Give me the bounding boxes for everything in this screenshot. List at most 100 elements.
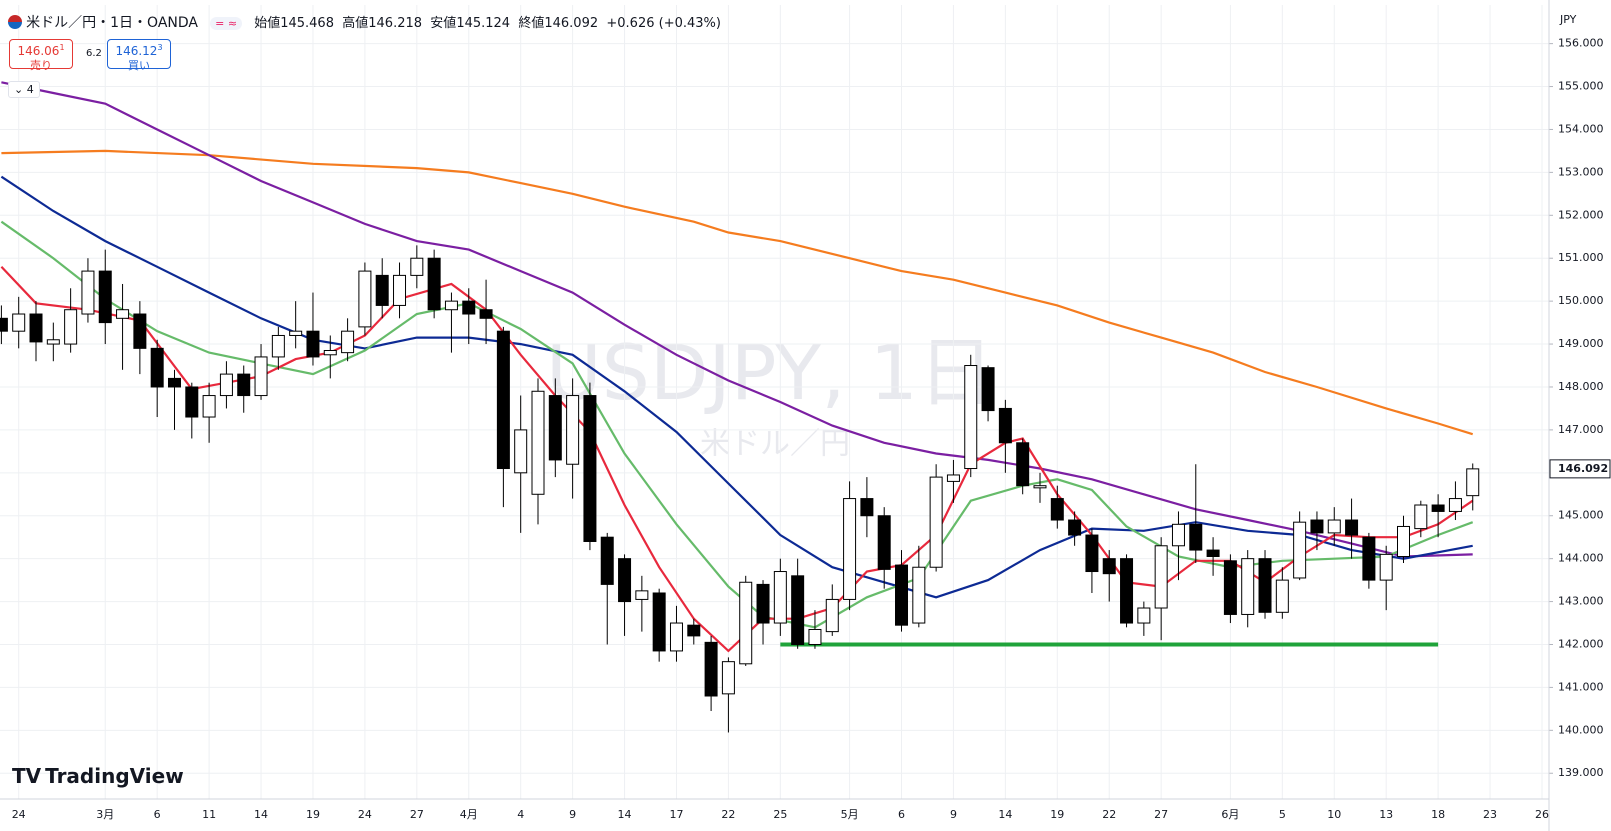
candle-body [739,581,753,665]
status-badge[interactable]: = ≈ [210,17,243,30]
candle-body [1033,485,1047,489]
candle-body [704,641,718,697]
candle-body [496,330,510,470]
symbol: 米ドル／円・1日・OANDA [26,15,198,31]
x-tick-label: 6 [898,808,905,821]
candle-body [1448,498,1462,512]
candle-body [981,367,995,412]
candle-body [1206,549,1220,558]
candle-body [600,536,614,585]
x-tick-label: 19 [1050,808,1064,821]
x-tick-label: 27 [410,808,424,821]
candle-body [1189,523,1203,551]
candle-body [323,349,337,356]
sell-button[interactable]: 146.061 売り [9,39,73,72]
candle-body [791,575,805,645]
x-tick-label: 14 [998,808,1012,821]
x-tick-label: 6月 [1221,808,1239,821]
candle-body [202,395,216,418]
candle-body [46,339,60,345]
candle-body [1171,523,1185,547]
logo: TV TradingView [12,764,184,788]
y-tick-label: 150.000 [1558,294,1604,307]
x-tick-label: 5月 [841,808,859,821]
candle-body [1241,558,1255,615]
candle-body [116,309,130,319]
candle-body [133,313,147,349]
candle-body [531,390,545,495]
x-tick-label: 11 [202,808,216,821]
candle-body [964,365,978,470]
ma-line [1,149,1474,436]
ohlc-label: 安値 [430,16,457,31]
y-tick-label: 143.000 [1558,595,1604,608]
candle-body [1223,560,1237,615]
buy-button[interactable]: 146.123 買い [107,39,171,72]
x-tick-label: 22 [721,808,735,821]
x-tick-label: 22 [1102,808,1116,821]
candle-body [860,498,874,517]
candle-body [946,474,960,482]
candle-body [271,334,285,358]
y-tick-label: 151.000 [1558,251,1604,264]
y-tick-label: 148.000 [1558,380,1604,393]
candle-body [444,300,458,311]
candle-body [998,407,1012,444]
x-tick-label: 4 [517,808,524,821]
candle-body [912,566,926,624]
change: +0.626 (+0.43%) [606,16,721,31]
candle-body [618,558,632,603]
x-tick-label: 24 [12,808,26,821]
ma-line [1,81,1473,558]
y-tick-label: 149.000 [1558,337,1604,350]
candle-body [843,498,857,600]
ohlc-value: 145.124 [456,16,511,31]
candle-body [1275,579,1289,613]
indicators-toggle[interactable]: ⌄ 4 [8,81,40,98]
last-price-label: 146.092 [1558,462,1608,475]
candle-body [1379,553,1393,581]
x-tick-label: 27 [1154,808,1168,821]
candle-body [81,270,95,315]
watermark: USDJPY, 1日 [546,328,994,417]
candle-body [1397,525,1410,558]
candle-body [808,628,822,645]
candle-body [375,274,389,306]
x-tick-label: 4月 [460,808,478,821]
candle-body [462,300,476,315]
x-tick-label: 26 [1535,808,1549,821]
ohlc-value: 145.468 [280,16,334,31]
candle-body [583,395,597,542]
candle-body [427,257,441,311]
candle-body [1068,519,1082,536]
sell-pip: 1 [59,43,65,52]
ma-line [0,175,1473,599]
candle-body [566,395,580,465]
y-tick-label: 156.000 [1558,37,1604,50]
logo-text: TradingView [45,764,184,788]
candle-body [652,592,666,652]
candle-body [1293,521,1307,579]
buy-price: 146.12 [115,44,158,58]
ohlc-label: 高値 [342,16,369,31]
sell-label: 売り [30,59,52,72]
candle-body [1102,558,1116,575]
candle-body [1016,442,1030,487]
candle-body [98,270,112,324]
candle-body [669,622,683,652]
y-tick-label: 145.000 [1558,509,1604,522]
candle-body [1414,504,1428,530]
candle-body [1137,607,1151,624]
last-price-box [1549,459,1611,479]
x-tick-label: 5 [1279,808,1286,821]
candle-body [1050,498,1064,521]
y-tick-label: 144.000 [1558,552,1604,565]
x-tick-label: 23 [1483,808,1497,821]
x-tick-label: 9 [569,808,576,821]
candle-body [895,564,909,626]
candle-body [514,429,528,474]
candle-body [825,598,839,633]
y-tick-label: 142.000 [1558,637,1604,650]
